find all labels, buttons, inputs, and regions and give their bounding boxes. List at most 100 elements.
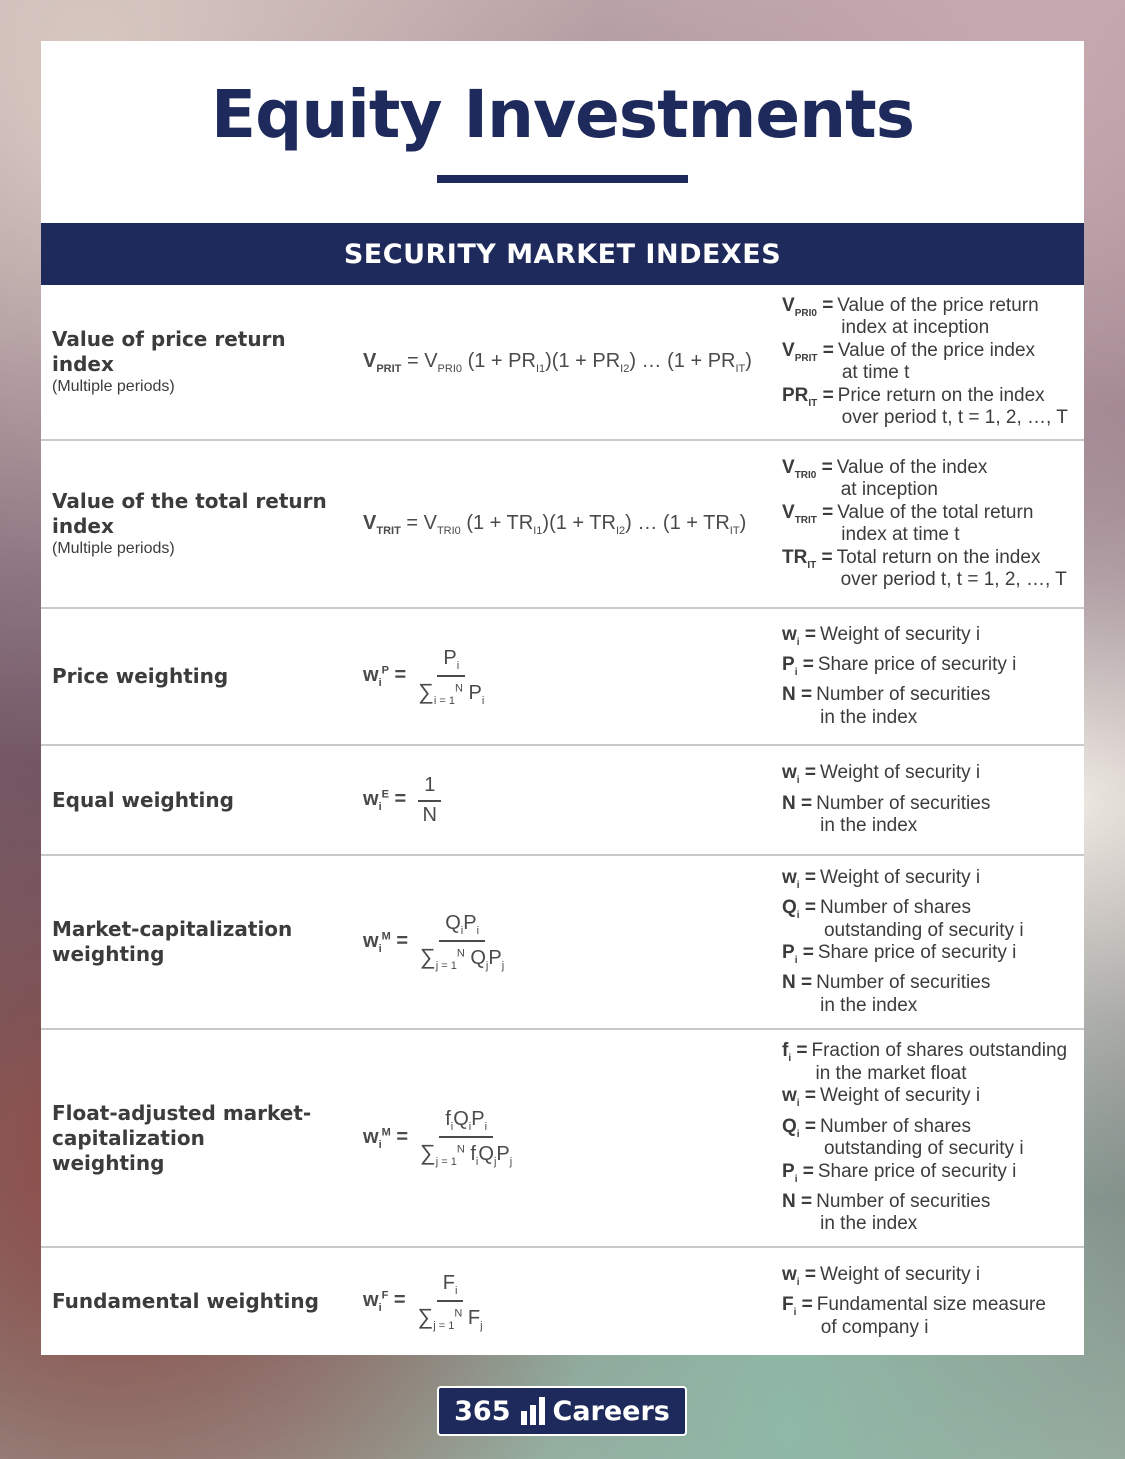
- definition-item: wi = Weight of security i: [782, 867, 1082, 897]
- definition-item: wi = Weight of security i: [782, 762, 1082, 792]
- cheat-sheet-card: Equity Investments SECURITY MARKET INDEX…: [41, 41, 1084, 1355]
- float-adjusted-formula: wiM = fiQiPi ∑j = 1N fiQjPj: [363, 1108, 513, 1168]
- definition-text: Value of the index at inception: [836, 456, 988, 501]
- formula-name: Equal weighting: [52, 787, 234, 812]
- page-title: Equity Investments: [210, 76, 915, 153]
- definition-text: Total return on the index over period t, …: [836, 546, 1067, 591]
- formula-row-fundamental-weighting: Fundamental weighting wiF = Fi ∑j = 1N Fj…: [41, 1248, 1084, 1355]
- definitions: fi = Fraction of shares outstanding in th…: [782, 1030, 1082, 1246]
- definition-symbol: VPRI0 =: [782, 294, 834, 319]
- formula-row-market-cap-weighting: Market-capitalization weighting wiM = Qi…: [41, 856, 1084, 1030]
- definition-text: Value of the price index at time t: [837, 339, 1036, 384]
- definition-text: Number of shares outstanding of security …: [819, 897, 1024, 941]
- formula-name: Market-capitalization weighting: [52, 917, 293, 966]
- formula-row-price-weighting: Price weighting wiP = Pi ∑i = 1N Pi wi = …: [41, 609, 1084, 746]
- definition-text: Number of securities in the index: [816, 1190, 991, 1235]
- definition-item: Pi = Share price of security i: [782, 1161, 1082, 1191]
- definition-symbol: VPRIT =: [782, 339, 834, 364]
- definition-item: N = Number of securities in the index: [782, 972, 1082, 1017]
- definition-symbol: Qi =: [782, 897, 816, 921]
- price-weighting-formula: wiP = Pi ∑i = 1N Pi: [363, 646, 485, 707]
- definition-item: wi = Weight of security i: [782, 624, 1082, 654]
- definition-text: Value of the price return index at incept…: [837, 294, 1039, 339]
- bar-chart-icon: [520, 1397, 545, 1425]
- definition-text: Weight of security i: [819, 762, 981, 784]
- definition-item: N = Number of securities in the index: [782, 1191, 1082, 1236]
- definition-text: Weight of security i: [819, 1085, 981, 1107]
- definition-text: Share price of security i: [817, 942, 1017, 963]
- title-underline: [437, 175, 688, 183]
- definition-symbol: wi =: [782, 623, 816, 648]
- definition-symbol: N =: [782, 792, 813, 814]
- definition-item: VTRIT = Value of the total return index a…: [782, 502, 1082, 547]
- definition-item: VPRIT = Value of the price index at time …: [782, 340, 1082, 385]
- definition-text: Share price of security i: [817, 654, 1017, 675]
- formula-row-float-adjusted-weighting: Float-adjusted market-capitalization wei…: [41, 1030, 1084, 1248]
- definition-item: TRIT = Total return on the index over per…: [782, 547, 1082, 592]
- definition-item: wi = Weight of security i: [782, 1264, 1082, 1294]
- 365-careers-logo: 365 Careers: [437, 1386, 687, 1436]
- definition-text: Weight of security i: [819, 1263, 981, 1285]
- definition-symbol: Pi =: [782, 1160, 814, 1185]
- definition-text: Weight of security i: [819, 623, 981, 645]
- definition-symbol: N =: [782, 972, 813, 994]
- definition-text: Number of shares outstanding of security …: [819, 1115, 1024, 1160]
- definition-text: Fraction of shares outstanding in the mar…: [811, 1040, 1068, 1084]
- definition-text: Fundamental size measure of company i: [816, 1294, 1046, 1338]
- definition-symbol: VTRI0 =: [782, 456, 833, 481]
- definition-text: Value of the total return index at time t: [837, 501, 1034, 546]
- definition-item: Fi = Fundamental size measure of company …: [782, 1294, 1082, 1339]
- definition-text: Number of securities in the index: [816, 972, 991, 1016]
- definition-symbol: wi =: [782, 866, 816, 891]
- definitions: wi = Weight of security i Qi = Number of …: [782, 856, 1082, 1028]
- fundamental-weighting-formula: wiF = Fi ∑j = 1N Fj: [363, 1271, 483, 1332]
- total-return-formula: VTRIT = VTRI0 (1 + TRI1)(1 + TRI2) … (1 …: [363, 511, 747, 537]
- definition-text: Number of securities in the index: [816, 792, 991, 837]
- definition-symbol: VTRIT =: [782, 501, 834, 526]
- definition-item: fi = Fraction of shares outstanding in th…: [782, 1040, 1082, 1085]
- definition-symbol: wi =: [782, 1085, 816, 1109]
- formula-name: Float-adjusted market-capitalization wei…: [52, 1100, 312, 1175]
- definition-item: PRIT = Price return on the index over per…: [782, 385, 1082, 430]
- definition-symbol: TRIT =: [782, 546, 833, 571]
- definition-item: VPRI0 = Value of the price return index a…: [782, 295, 1082, 340]
- definition-symbol: N =: [782, 684, 813, 706]
- definition-item: Qi = Number of shares outstanding of secu…: [782, 1116, 1082, 1161]
- definition-symbol: Pi =: [782, 654, 814, 678]
- market-cap-formula: wiM = QiPi ∑j = 1N QjPj: [363, 912, 505, 972]
- definition-text: Share price of security i: [817, 1160, 1017, 1182]
- definition-symbol: wi =: [782, 762, 816, 787]
- definitions: wi = Weight of security i Pi = Share pric…: [782, 609, 1082, 744]
- definitions: wi = Weight of security i Fi = Fundamenta…: [782, 1248, 1082, 1355]
- definition-symbol: wi =: [782, 1263, 816, 1288]
- formula-row-total-return-index: Value of the total return index (Multipl…: [41, 441, 1084, 609]
- definition-item: N = Number of securities in the index: [782, 793, 1082, 838]
- definition-text: Price return on the index over period t, …: [837, 384, 1068, 429]
- definition-item: wi = Weight of security i: [782, 1085, 1082, 1115]
- formula-name: Value of the total return index (Multipl…: [52, 489, 327, 557]
- formula-row-price-return-index: Value of price return index (Multiple pe…: [41, 285, 1084, 441]
- formula-name: Fundamental weighting: [52, 1289, 319, 1313]
- definition-symbol: fi =: [782, 1040, 808, 1064]
- definition-item: Qi = Number of shares outstanding of secu…: [782, 897, 1082, 942]
- definitions: VTRI0 = Value of the index at inception VT…: [782, 441, 1082, 607]
- definitions: VPRI0 = Value of the price return index a…: [782, 285, 1082, 439]
- definition-item: Pi = Share price of security i: [782, 654, 1082, 684]
- definition-symbol: PRIT =: [782, 384, 834, 409]
- definition-text: Number of securities in the index: [816, 684, 991, 728]
- formula-name: Value of price return index (Multiple pe…: [52, 327, 286, 395]
- formula-name: Price weighting: [52, 664, 229, 688]
- definition-symbol: Qi =: [782, 1115, 816, 1140]
- definition-item: Pi = Share price of security i: [782, 942, 1082, 972]
- definition-symbol: Pi =: [782, 942, 814, 966]
- definition-symbol: N =: [782, 1190, 813, 1212]
- definition-item: N = Number of securities in the index: [782, 684, 1082, 729]
- definition-item: VTRI0 = Value of the index at inception: [782, 457, 1082, 502]
- definition-symbol: Fi =: [782, 1294, 813, 1318]
- definition-text: Weight of security i: [819, 866, 981, 888]
- section-header: SECURITY MARKET INDEXES: [41, 223, 1084, 285]
- price-return-formula: VPRIT = VPRI0 (1 + PRI1)(1 + PRI2) … (1 …: [363, 349, 752, 375]
